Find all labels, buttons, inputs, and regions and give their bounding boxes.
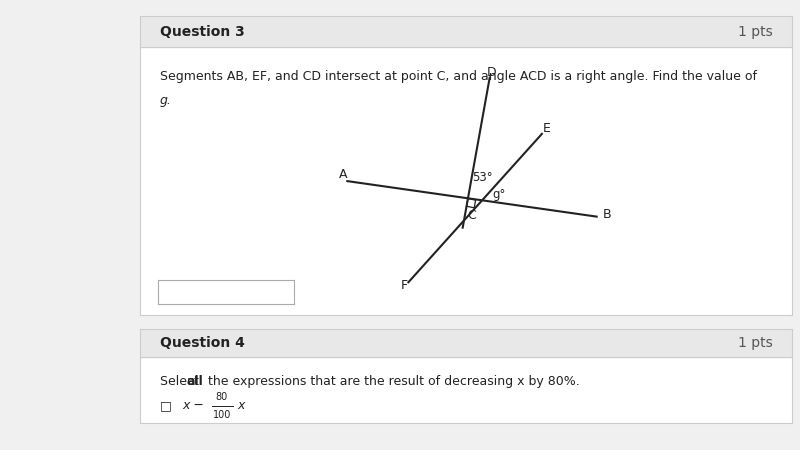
Text: the expressions that are the result of decreasing x by 80%.: the expressions that are the result of d… — [204, 375, 580, 388]
Text: 80: 80 — [215, 392, 227, 401]
Text: □: □ — [159, 400, 171, 413]
Text: all: all — [187, 375, 204, 388]
Text: Question 4: Question 4 — [159, 336, 245, 350]
Text: x: x — [238, 400, 245, 413]
Bar — [140, 328, 792, 357]
Text: F: F — [401, 279, 408, 292]
Text: A: A — [339, 168, 347, 181]
Text: Question 3: Question 3 — [159, 25, 244, 39]
Text: E: E — [543, 122, 551, 135]
Text: Select: Select — [159, 375, 202, 388]
Text: Segments AB, EF, and CD intersect at point C, and angle ACD is a right angle. Fi: Segments AB, EF, and CD intersect at poi… — [159, 70, 757, 83]
Text: C: C — [467, 209, 476, 222]
Text: 1 pts: 1 pts — [738, 25, 773, 39]
Text: 53°: 53° — [472, 171, 493, 184]
Text: D: D — [487, 66, 497, 79]
Text: 1 pts: 1 pts — [738, 336, 773, 350]
Bar — [140, 16, 792, 47]
Text: B: B — [603, 208, 611, 221]
Text: g°: g° — [493, 188, 506, 201]
Text: 100: 100 — [213, 410, 231, 420]
Text: g.: g. — [159, 94, 171, 107]
Text: x −: x − — [182, 400, 204, 413]
